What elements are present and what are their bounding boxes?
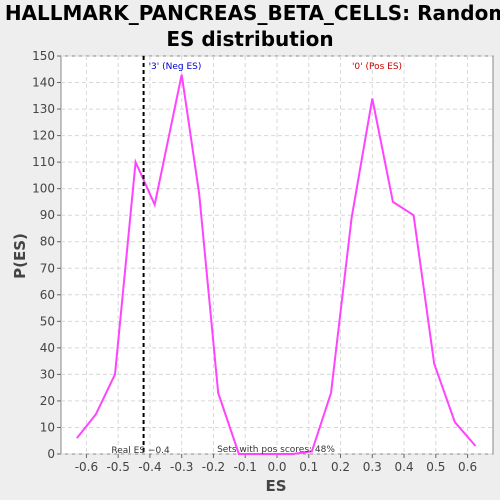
pos-scores-annotation: Sets with pos scores: 48% (217, 445, 335, 455)
real-es-label: Real ES −0.4 (111, 446, 170, 456)
x-tick-label: -0.2 (202, 460, 225, 474)
y-tick-label: 30 (40, 367, 55, 381)
x-tick-label: 0.0 (267, 460, 286, 474)
x-tick-label: -0.6 (75, 460, 98, 474)
y-tick-label: 140 (32, 76, 55, 90)
grid (61, 55, 493, 455)
x-tick-label: -0.4 (138, 460, 161, 474)
y-tick-label: 110 (32, 155, 55, 169)
x-tick-label: -0.1 (234, 460, 257, 474)
y-tick-label: 50 (40, 314, 55, 328)
axis-ticks: -0.6 -0.5 -0.4 -0.3 -0.2 -0.1 0.0 0.1 0.2 0.3 0.4 0… (32, 49, 477, 474)
x-tick-label: -0.3 (170, 460, 193, 474)
y-tick-label: 150 (32, 49, 55, 63)
y-tick-label: 130 (32, 102, 55, 116)
y-axis-label: P(ES) (11, 233, 29, 279)
y-tick-label: 20 (40, 394, 55, 408)
y-tick-label: 90 (40, 208, 55, 222)
y-tick-label: 70 (40, 261, 55, 275)
series-group (76, 74, 477, 455)
x-tick-label: 0.4 (395, 460, 414, 474)
pos-es-label: '0' (Pos ES) (352, 62, 402, 72)
x-tick-label: -0.5 (106, 460, 129, 474)
chart-title-line1: HALLMARK_PANCREAS_BETA_CELLS: Random (5, 1, 500, 25)
es-distribution-line (76, 74, 477, 455)
neg-es-label: '3' (Neg ES) (149, 62, 202, 72)
y-tick-label: 80 (40, 235, 55, 249)
x-tick-label: 0.2 (331, 460, 350, 474)
y-tick-label: 40 (40, 341, 55, 355)
y-tick-label: 100 (32, 182, 55, 196)
y-tick-label: 10 (40, 420, 55, 434)
y-tick-label: 60 (40, 288, 55, 302)
y-tick-label: 0 (47, 447, 55, 461)
y-tick-label: 120 (32, 129, 55, 143)
annotations: Real ES −0.4 '3' (Neg ES) '0' (Pos ES) Sets… (111, 56, 402, 456)
chart-title-line2: ES distribution (166, 27, 333, 51)
x-axis-label: ES (265, 477, 286, 495)
x-tick-label: 0.6 (458, 460, 477, 474)
x-tick-label: 0.5 (426, 460, 445, 474)
x-tick-label: 0.1 (299, 460, 318, 474)
x-tick-label: 0.3 (363, 460, 382, 474)
